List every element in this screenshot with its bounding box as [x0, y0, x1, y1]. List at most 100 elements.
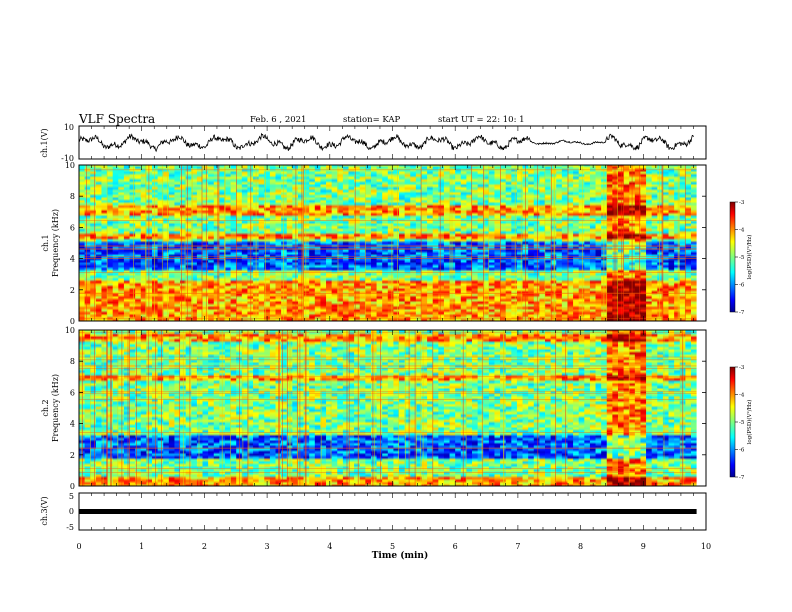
- spectrogram-column: [185, 165, 192, 321]
- spectrogram-column: [208, 330, 215, 486]
- spectrogram-column: [348, 330, 355, 486]
- spectrogram-column: [219, 165, 226, 321]
- spectrogram-column: [180, 165, 187, 321]
- spectrogram-column: [129, 165, 136, 321]
- spectrogram-column: [399, 165, 406, 321]
- spectrogram-column: [612, 165, 619, 321]
- spectrogram-column: [314, 330, 322, 486]
- spectrogram-column: [112, 330, 119, 486]
- spectrogram-column: [101, 330, 108, 486]
- spectrogram-column: [191, 330, 198, 486]
- spectrogram-column: [269, 330, 277, 486]
- spectrogram-column: [264, 330, 271, 486]
- spectrogram-column: [646, 330, 653, 486]
- time-tick-label: 6: [453, 542, 458, 551]
- spectrogram-column: [511, 330, 518, 486]
- spectrogram-column: [449, 330, 456, 486]
- spectrogram-column: [163, 330, 170, 486]
- spectrogram-column: [275, 165, 282, 321]
- station-label: station= KAP: [343, 115, 401, 125]
- spectrogram-column: [196, 165, 204, 321]
- spectrogram-column: [662, 165, 670, 321]
- freq-tick-label: 6: [70, 223, 75, 232]
- start-time-label: start UT = 22: 10: 1: [438, 115, 525, 125]
- time-tick-label: 3: [265, 542, 270, 551]
- spectrogram-column: [567, 165, 574, 321]
- spectrogram-column: [550, 330, 557, 486]
- ch3-waveform-line: [79, 509, 697, 514]
- ch3-ytick-neg5: -5: [66, 523, 74, 532]
- spectrogram-column: [342, 330, 350, 486]
- spectrogram-column: [545, 330, 552, 486]
- freq-tick-label: 0: [70, 317, 75, 326]
- spectrogram-column: [404, 330, 411, 486]
- freq-tick-label: 8: [70, 192, 75, 201]
- spectrogram-column: [539, 165, 546, 321]
- spectrogram-column: [331, 165, 338, 321]
- spectrogram-column: [337, 165, 344, 321]
- spectrogram-column: [578, 165, 585, 321]
- spectrogram-column: [241, 330, 249, 486]
- spectrogram-column: [292, 165, 299, 321]
- spectrogram-column: [84, 330, 91, 486]
- spectrogram-column: [314, 165, 322, 321]
- spectrogram-gap: [696, 165, 706, 321]
- spectrogram-column: [623, 165, 630, 321]
- spectrogram-column: [236, 165, 243, 321]
- ch1-ytick-bottom: -10: [61, 154, 74, 163]
- spectrogram-column: [118, 330, 125, 486]
- ch1-spectrogram-ylabel-freq: Frequency (kHz): [51, 209, 60, 277]
- spectrogram-column: [477, 165, 484, 321]
- ch2-spectrogram-ylabel-ch: ch.2: [41, 399, 50, 416]
- spectrogram-column: [674, 165, 681, 321]
- spectrogram-column: [196, 330, 204, 486]
- colorbar-tick-label: -7: [739, 310, 745, 316]
- spectrogram-column: [589, 330, 597, 486]
- ch1-waveform-ylabel: ch.1(V): [40, 128, 49, 157]
- spectrogram-column: [95, 330, 103, 486]
- spectrogram-column: [421, 330, 428, 486]
- spectrogram-column: [95, 165, 103, 321]
- freq-tick-label: 8: [70, 357, 75, 366]
- time-tick-label: 1: [139, 542, 144, 551]
- spectrogram-column: [297, 165, 305, 321]
- spectrogram-column: [202, 330, 209, 486]
- colorbar-tick-label: -5: [739, 420, 745, 426]
- spectrogram-column: [617, 330, 625, 486]
- time-tick-label: 0: [76, 542, 81, 551]
- spectrogram-column: [320, 165, 327, 321]
- spectrogram-column: [292, 330, 299, 486]
- spectrogram-column: [286, 165, 293, 321]
- spectrogram-column: [107, 165, 114, 321]
- spectrogram-column: [202, 165, 209, 321]
- time-tick-label: 8: [578, 542, 583, 551]
- spectrogram-column: [208, 165, 215, 321]
- spectrogram-column: [606, 165, 613, 321]
- spectrogram-column: [640, 165, 647, 321]
- spectrogram-column: [668, 165, 675, 321]
- spectrogram-column: [438, 165, 445, 321]
- spectrogram-column: [281, 165, 288, 321]
- spectrogram-column: [118, 165, 125, 321]
- ch2-colorbar-label: log(PSD)(V²/Hz): [746, 400, 753, 445]
- spectrogram-column: [370, 330, 378, 486]
- spectrogram-column: [443, 330, 451, 486]
- colorbar-tick-label: -3: [739, 365, 745, 371]
- spectrogram-column: [146, 165, 153, 321]
- spectrogram-column: [348, 165, 355, 321]
- spectrogram-column: [584, 165, 591, 321]
- spectrogram-column: [472, 165, 479, 321]
- ch1-spectrogram-ylabel-ch: ch.1: [41, 234, 50, 251]
- spectrogram-column: [281, 330, 288, 486]
- time-tick-label: 4: [327, 542, 332, 551]
- spectrogram-column: [556, 165, 563, 321]
- spectrogram-column: [578, 330, 585, 486]
- ch1-spectrogram-panel: 0 2 4 6 8 10 ch.1 Frequency (kHz): [41, 161, 707, 326]
- time-axis-label: Time (min): [372, 550, 429, 561]
- spectrogram-column: [90, 165, 97, 321]
- date-label: Feb. 6 , 2021: [250, 115, 307, 125]
- ch1-colorbar-gradient: [729, 201, 736, 313]
- freq-tick-label: 6: [70, 388, 75, 397]
- spectrogram-column: [595, 165, 602, 321]
- time-tick-label: 10: [701, 542, 711, 551]
